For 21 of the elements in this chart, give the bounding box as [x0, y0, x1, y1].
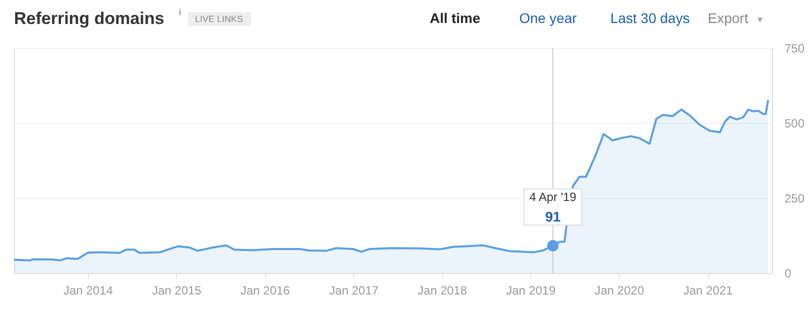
y-tick-label: 500	[784, 116, 805, 130]
text: All time	[430, 10, 480, 26]
x-tick-label: Jan 2021	[683, 284, 734, 298]
x-tick-label: Jan 2020	[594, 284, 644, 298]
y-tick-label: 0	[784, 266, 792, 280]
x-tick-label: Jan 2019	[506, 284, 556, 298]
x-tick-label: Jan 2015	[152, 284, 202, 298]
text: One year	[519, 10, 578, 26]
x-tick-label: Jan 2018	[418, 284, 468, 298]
x-tick-label: Jan 2016	[240, 284, 290, 298]
x-tick-label: Jan 2017	[329, 284, 379, 298]
chart-subtitle: LIVE LINKS	[194, 14, 244, 24]
x-tick-label: Jan 2014	[63, 284, 114, 298]
y-tick-label: 750	[784, 42, 805, 56]
chart-title: Referring domains	[14, 9, 164, 28]
annotation: 91	[545, 208, 561, 225]
y-tick-label: 250	[784, 192, 805, 206]
annotation: 4 Apr '19	[529, 190, 577, 204]
text: Export	[708, 10, 748, 26]
text: i	[179, 7, 181, 17]
text: Last 30 days	[610, 10, 690, 26]
